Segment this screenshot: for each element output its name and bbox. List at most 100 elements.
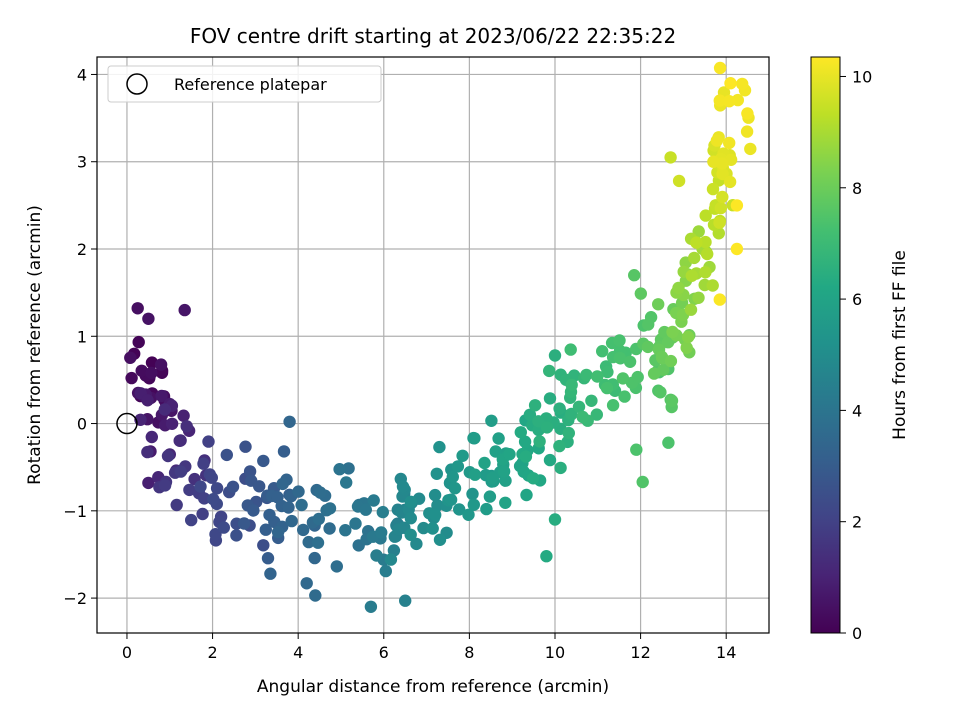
scatter-point (613, 351, 627, 365)
scatter-point (399, 594, 412, 607)
scatter-point (239, 440, 252, 453)
scatter-point (514, 426, 527, 439)
scatter-point (263, 508, 276, 522)
scatter-point (716, 167, 729, 181)
scatter-point (685, 269, 698, 282)
scatter-point (124, 351, 137, 364)
scatter-point (462, 508, 475, 521)
scatter-point (523, 408, 537, 421)
scatter-point (264, 567, 277, 580)
scatter-point (672, 174, 686, 188)
scatter-point (217, 521, 230, 534)
scatter-point (145, 366, 158, 380)
scatter-point (636, 475, 649, 489)
scatter-point (433, 533, 447, 546)
colorbar (810, 56, 841, 634)
scatter-point (654, 386, 667, 399)
scatter-point (205, 471, 218, 484)
scatter-point (634, 287, 647, 300)
scatter-point (142, 312, 155, 325)
scatter-point (652, 298, 665, 311)
scatter-point (519, 450, 533, 463)
scatter-point (672, 281, 685, 295)
scatter-point (297, 523, 310, 537)
scatter-point (499, 474, 512, 487)
scatter-point (680, 341, 693, 354)
scatter-point (647, 367, 661, 380)
scatter-point (466, 487, 479, 501)
y-tick-label: 4 (77, 65, 87, 84)
scatter-point (174, 465, 187, 478)
scatter-point (497, 465, 511, 478)
y-axis-ticks: −2 −1 0 1 2 3 4 (63, 65, 97, 608)
scatter-point (520, 488, 533, 502)
scatter-point (300, 577, 313, 590)
scatter-point (664, 151, 677, 164)
scatter-point (548, 513, 562, 526)
scatter-point (724, 77, 737, 90)
scatter-point (161, 449, 175, 463)
scatter-point (379, 564, 392, 578)
scatter-point (630, 443, 643, 456)
scatter-point (631, 370, 644, 384)
plot-frame (96, 56, 770, 634)
scatter-point (690, 236, 703, 249)
scatter-point (135, 364, 148, 377)
scatter-point (292, 485, 305, 498)
scatter-point (342, 462, 355, 475)
y-tick-label: 2 (77, 240, 87, 259)
scatter-point (243, 465, 257, 478)
x-tick-label: 4 (293, 643, 303, 662)
scatter-point (741, 107, 754, 120)
scatter-point (553, 439, 566, 453)
scatter-point (370, 549, 383, 562)
scatter-point (404, 512, 417, 525)
scatter-point (713, 61, 727, 75)
scatter-point (323, 522, 336, 535)
scatter-point (716, 190, 729, 204)
scatter-point (451, 460, 465, 473)
scatter-point (623, 355, 637, 368)
scatter-point (226, 480, 240, 493)
scatter-point (173, 434, 186, 447)
scatter-point (277, 445, 291, 458)
scatter-point (576, 410, 589, 424)
scatter-point (141, 394, 154, 407)
scatter-point (207, 493, 220, 506)
scatter-point (257, 454, 270, 468)
reference-point (116, 412, 138, 435)
scatter-point (340, 476, 353, 489)
scatter-point (730, 242, 744, 256)
scatter-point (503, 448, 516, 461)
y-tick-label: 1 (77, 327, 87, 346)
scatter-point (642, 318, 655, 331)
scatter-point (565, 378, 578, 392)
scatter-point (158, 479, 172, 492)
scatter-point (528, 399, 542, 412)
scatter-point (664, 354, 678, 368)
scatter-point (713, 216, 726, 229)
legend-label: Reference platepar (174, 75, 327, 94)
scatter-point (359, 503, 372, 516)
scatter-point (155, 389, 168, 403)
scatter-point (349, 517, 362, 530)
scatter-point (688, 251, 701, 265)
scatter-point (744, 142, 757, 156)
scatter-point (591, 370, 604, 383)
scatter-point (706, 279, 719, 292)
scatter-point (485, 414, 498, 427)
scatter-point (486, 471, 499, 485)
scatter-point (285, 514, 298, 528)
scatter-point (543, 453, 557, 467)
scatter-point (666, 325, 679, 339)
scatter-point (125, 371, 138, 385)
x-tick-label: 14 (716, 643, 736, 662)
scatter-point (601, 365, 614, 379)
colorbar-tick-label: 6 (852, 290, 862, 309)
scatter-point (295, 498, 308, 512)
scatter-point (261, 552, 275, 565)
scatter-point (333, 463, 346, 476)
scatter-point (404, 528, 417, 541)
scatter-point (253, 480, 266, 493)
scatter-point (375, 526, 388, 539)
